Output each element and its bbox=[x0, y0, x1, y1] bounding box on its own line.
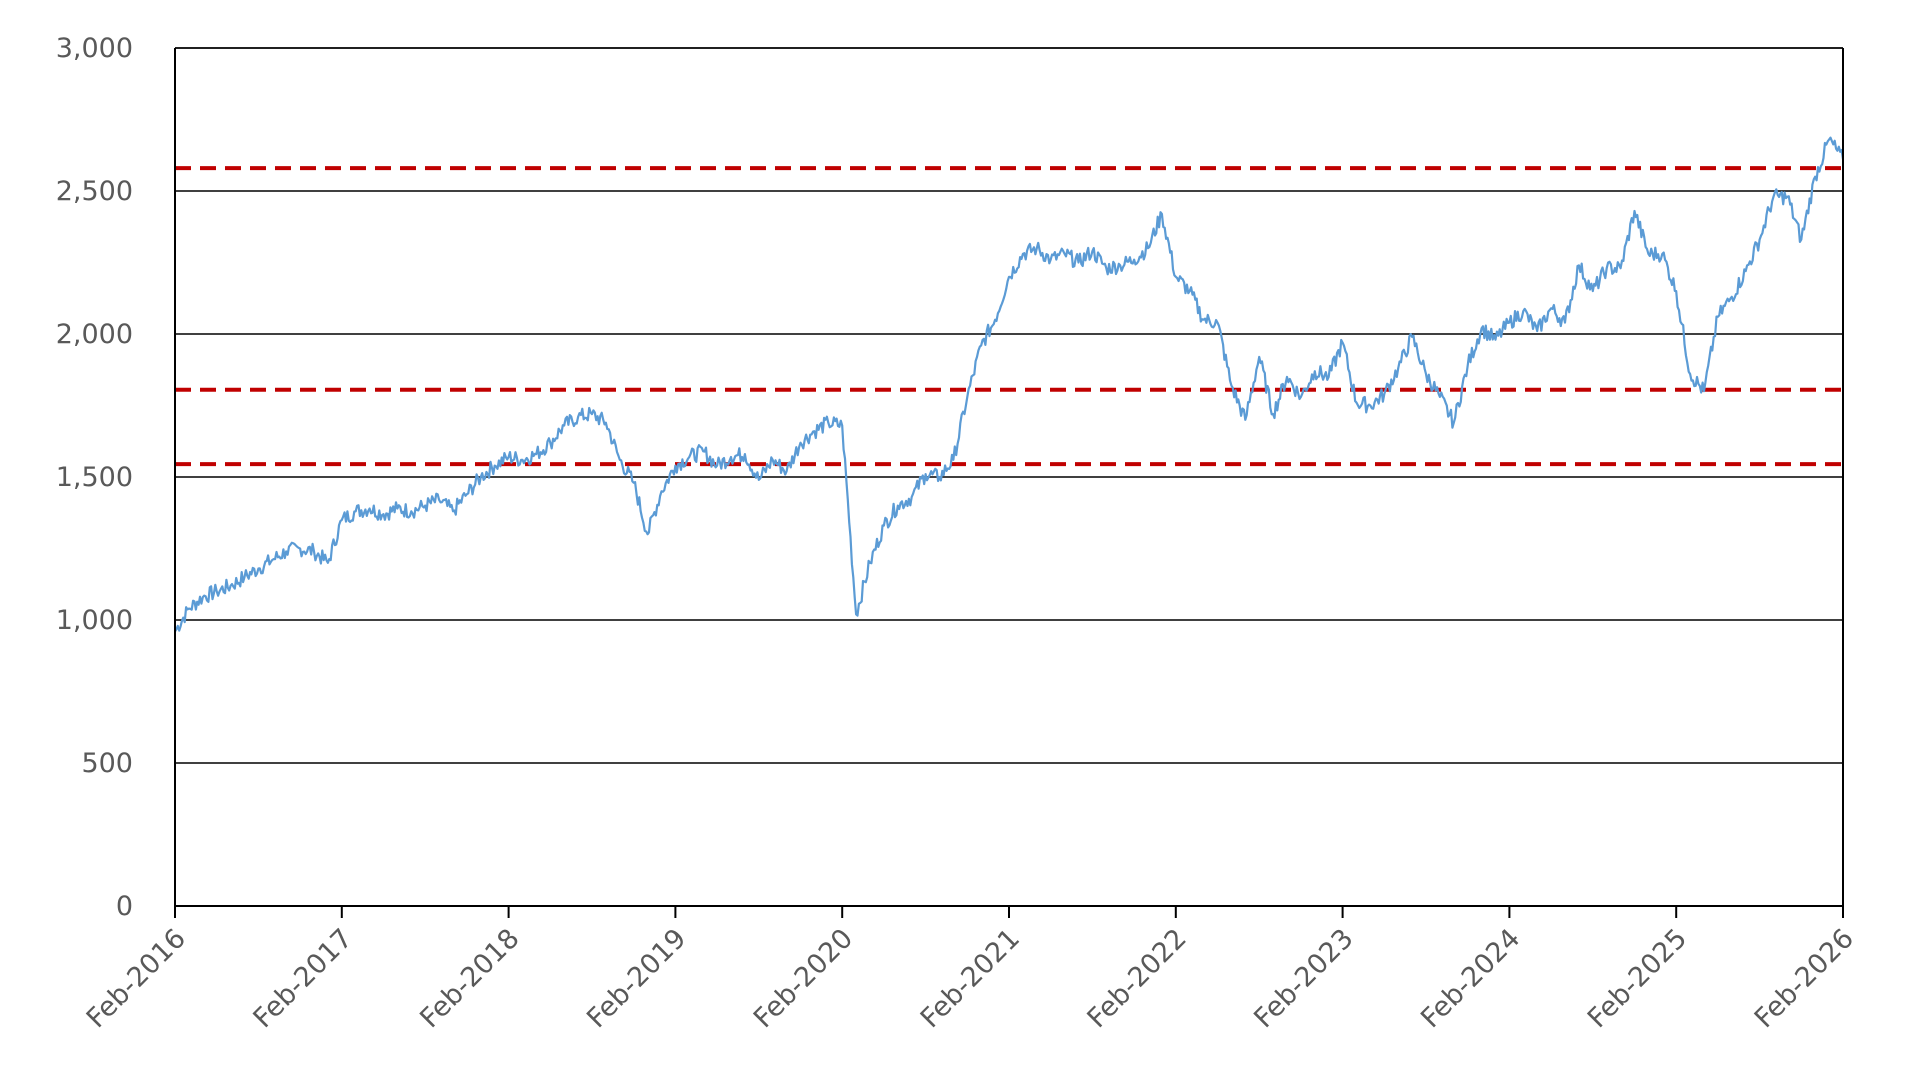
y-tick-label: 500 bbox=[81, 748, 133, 779]
x-tick-label: Feb-2023 bbox=[1248, 923, 1359, 1034]
grid-lines bbox=[175, 47, 1843, 764]
series-line bbox=[174, 136, 1845, 633]
axes bbox=[174, 47, 1844, 918]
x-tick-label: Feb-2016 bbox=[81, 923, 192, 1034]
x-axis-tick-labels: Feb-2016 Feb-2017 Feb-2018 Feb-2019 Feb-2020… bbox=[81, 923, 1860, 1034]
x-tick-label: Feb-2017 bbox=[248, 923, 359, 1034]
reference-lines bbox=[175, 166, 1843, 467]
y-tick-label: 3,000 bbox=[56, 33, 133, 64]
x-tick-label: Feb-2020 bbox=[748, 923, 859, 1034]
series-layer bbox=[174, 136, 1845, 633]
x-tick-label: Feb-2026 bbox=[1749, 923, 1860, 1034]
x-tick-label: Feb-2021 bbox=[915, 923, 1026, 1034]
y-tick-label: 2,500 bbox=[56, 176, 133, 207]
y-tick-label: 1,500 bbox=[56, 462, 133, 493]
x-tick-label: Feb-2018 bbox=[414, 923, 525, 1034]
x-tick-label: Feb-2022 bbox=[1082, 923, 1193, 1034]
x-tick-label: Feb-2019 bbox=[581, 923, 692, 1034]
x-tick-label: Feb-2025 bbox=[1582, 923, 1693, 1034]
x-tick-label: Feb-2024 bbox=[1415, 923, 1526, 1034]
y-tick-label: 0 bbox=[116, 891, 133, 922]
y-tick-label: 1,000 bbox=[56, 605, 133, 636]
y-tick-label: 2,000 bbox=[56, 319, 133, 350]
y-axis-tick-labels: 0 500 1,000 1,500 2,000 2,500 3,000 bbox=[56, 33, 133, 922]
